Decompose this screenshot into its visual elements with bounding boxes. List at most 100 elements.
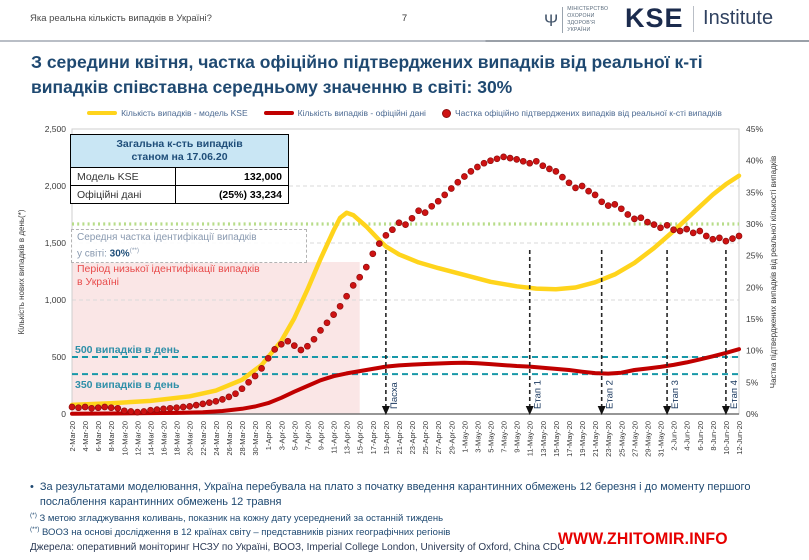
x-axis-tick-label: 17-May-20 <box>565 421 574 457</box>
x-axis-tick-label: 27-Apr-20 <box>434 421 443 454</box>
x-axis-tick-label: 9-Apr-20 <box>316 421 325 450</box>
scatter-point <box>487 157 494 165</box>
x-axis-tick-label: 15-Apr-20 <box>356 421 365 454</box>
scatter-point <box>415 207 422 215</box>
scatter-point <box>343 292 350 300</box>
event-arrow-icon <box>525 406 534 415</box>
scatter-point <box>546 165 553 173</box>
scatter-point <box>421 209 429 216</box>
table-header-line2: станом на 17.06.20 <box>131 151 228 163</box>
scatter-point <box>611 201 619 208</box>
x-axis-tick-label: 24-Mar-20 <box>212 421 221 456</box>
reference-line-label: 350 випадків в день <box>75 379 180 391</box>
scatter-point <box>68 403 76 411</box>
series-line <box>70 347 741 416</box>
scatter-point <box>735 232 743 240</box>
x-axis-tick-label: 2-Mar-20 <box>68 421 77 451</box>
footnote-2: (**) ВООЗ на основі дослідження в 12 кра… <box>30 526 450 538</box>
scatter-point <box>402 221 409 228</box>
x-axis-tick-label: 10-Mar-20 <box>120 421 129 456</box>
event-line-label: Етап 3 <box>670 380 681 409</box>
x-axis-tick-label: 1-May-20 <box>460 421 469 453</box>
world-average-annotation: Середня частка ідентифікації випадків у … <box>71 229 307 264</box>
scatter-point <box>297 346 305 354</box>
x-axis-tick-label: 6-Jun-20 <box>696 421 705 451</box>
x-axis-tick-label: 5-May-20 <box>487 421 496 453</box>
scatter-point <box>408 214 416 222</box>
series-line <box>69 173 742 408</box>
y-left-tick-label: 2,500 <box>45 124 67 134</box>
x-axis-tick-label: 17-Apr-20 <box>369 421 378 454</box>
scatter-point <box>336 302 344 310</box>
scatter-point <box>120 407 128 415</box>
x-axis-tick-label: 10-Jun-20 <box>722 421 731 455</box>
scatter-point <box>467 168 475 175</box>
y-right-tick-label: 35% <box>746 187 763 197</box>
scatter-point <box>604 202 612 209</box>
scatter-point <box>271 346 279 353</box>
value-prefix: (25%) <box>218 188 250 201</box>
y-right-tick-label: 45% <box>746 124 763 134</box>
scatter-point <box>304 342 311 350</box>
x-axis-tick-label: 8-Jun-20 <box>709 421 718 451</box>
footnote-marker: (**) <box>129 246 140 254</box>
table-header: Загальна к-сть випадків станом на 17.06.… <box>70 134 289 168</box>
scatter-point <box>245 378 252 386</box>
x-axis-tick-label: 19-May-20 <box>578 421 587 457</box>
scatter-point <box>474 163 481 171</box>
scatter-point <box>395 219 403 227</box>
bullet-mark: • <box>30 481 34 493</box>
footnote-text: ВООЗ на основі дослідження в 12 країнах … <box>42 527 451 539</box>
event-arrow-icon <box>663 406 672 415</box>
scatter-point <box>290 342 298 349</box>
x-axis-tick-label: 27-May-20 <box>630 421 639 457</box>
scatter-point <box>624 211 632 218</box>
scatter-point <box>637 214 645 222</box>
pink-label-line1: Період низької ідентифікації випадків <box>77 263 260 275</box>
scatter-point <box>166 404 174 412</box>
scatter-point <box>500 153 507 161</box>
x-axis-tick-label: 22-Mar-20 <box>199 421 208 456</box>
x-axis-tick-label: 12-Jun-20 <box>735 421 744 455</box>
event-arrow-icon <box>597 406 606 415</box>
event-line-label: Пасха <box>389 381 400 409</box>
scatter-point <box>709 235 717 243</box>
x-axis-tick-label: 19-Apr-20 <box>382 421 391 454</box>
scatter-point <box>644 218 651 226</box>
x-axis-tick-label: 15-May-20 <box>552 421 561 457</box>
scatter-point <box>650 221 658 228</box>
scatter-point <box>702 232 710 240</box>
annotation-line2-prefix: у світі: <box>77 247 110 259</box>
scatter-point <box>441 191 449 199</box>
footnote-1: (*) З метою згладжування коливань, показ… <box>30 512 443 524</box>
row-value: 132,000 <box>175 167 289 186</box>
x-axis-tick-label: 23-Apr-20 <box>408 421 417 454</box>
y-right-tick-label: 20% <box>746 282 763 292</box>
scatter-point <box>179 403 187 411</box>
y-right-tick-label: 0% <box>746 409 759 419</box>
y-right-tick-label: 25% <box>746 251 763 261</box>
scatter-point <box>461 173 468 180</box>
scatter-point <box>493 155 501 163</box>
scatter-point <box>88 404 95 412</box>
scatter-point <box>506 154 514 162</box>
moh-line: ОХОРОНИ <box>567 13 595 19</box>
footnote-marker: (*) <box>30 512 37 519</box>
scatter-point <box>81 403 89 411</box>
slide-header-question: Яка реальна кількість випадків в Україні… <box>30 13 212 24</box>
y-right-tick-label: 15% <box>746 314 763 324</box>
scatter-point <box>532 157 540 165</box>
yellow-line-swatch <box>87 111 118 115</box>
value: 132,000 <box>244 170 282 183</box>
legend-item-kse-model: Кількість випадків - модель KSE <box>87 108 248 118</box>
x-axis-tick-label: 29-Apr-20 <box>447 421 456 454</box>
scatter-point <box>729 235 736 242</box>
event-line-label: Етап 2 <box>605 380 616 409</box>
y-right-tick-label: 30% <box>746 219 763 229</box>
scatter-point <box>676 227 684 235</box>
scatter-point <box>689 229 697 237</box>
x-axis-tick-label: 2-Jun-20 <box>670 421 679 451</box>
low-identification-label: Період низької ідентифікації випадків в … <box>77 263 260 289</box>
x-axis-tick-label: 4-Jun-20 <box>683 421 692 451</box>
table-row: Офіційні дані (25%) 33,234 <box>70 185 289 204</box>
